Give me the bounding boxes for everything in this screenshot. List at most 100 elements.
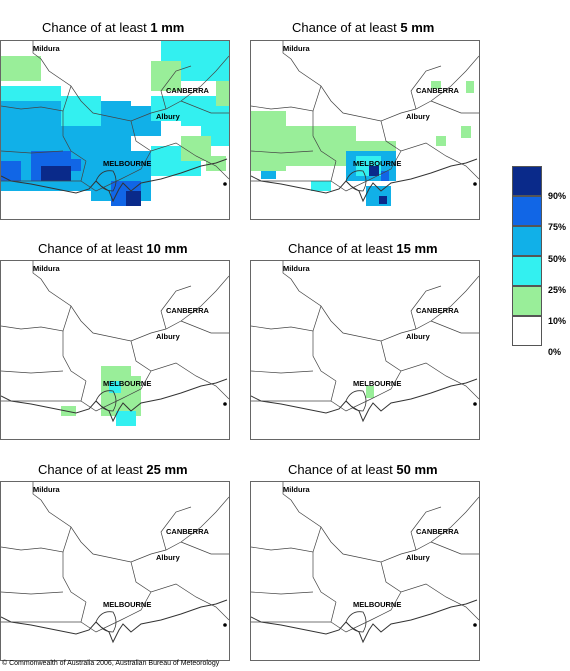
albury-label: Albury	[406, 553, 431, 562]
district-boundary	[282, 41, 479, 122]
map-50mm: Mildura CANBERRA Albury MELBOURNE	[250, 481, 480, 661]
map-15mm: Mildura CANBERRA Albury MELBOURNE	[250, 260, 480, 440]
rainfall-cell	[466, 81, 474, 93]
panel-title-1mm: Chance of at least 1 mm	[42, 20, 185, 35]
rainfall-cell	[126, 191, 141, 206]
district-boundary	[1, 305, 72, 332]
legend-label-50: 50%	[548, 254, 567, 264]
rainfall-cell	[251, 111, 286, 171]
district-boundary	[312, 552, 337, 603]
rainfall-cell	[436, 136, 446, 146]
rainfall-cell	[369, 166, 379, 176]
albury-label: Albury	[406, 332, 431, 341]
district-boundary	[380, 561, 479, 621]
rainfall-cell	[109, 381, 121, 393]
legend-swatch-10-25	[512, 286, 542, 316]
mildura-label: Mildura	[33, 485, 60, 494]
district-boundary	[312, 111, 337, 162]
district-boundary	[160, 285, 192, 330]
melbourne-label: MELBOURNE	[353, 159, 401, 168]
district-boundary	[251, 85, 322, 112]
district-boundary	[130, 561, 229, 621]
rainfall-cell	[461, 126, 471, 138]
panel-title-10mm: Chance of at least 10 mm	[38, 241, 188, 256]
legend-label-25: 25%	[548, 285, 567, 295]
albury-label: Albury	[156, 553, 181, 562]
canberra-label: CANBERRA	[416, 86, 460, 95]
coastline	[1, 378, 228, 423]
rainfall-cell	[116, 411, 136, 426]
district-boundary	[330, 370, 402, 412]
district-boundary	[410, 285, 442, 330]
panel-title-50mm: Chance of at least 50 mm	[288, 462, 438, 477]
mildura-label: Mildura	[283, 485, 310, 494]
victoria-map-svg: Mildura CANBERRA Albury MELBOURNE	[1, 261, 229, 426]
map-1mm: Mildura CANBERRA Albury MELBOURNE	[0, 40, 230, 220]
legend-swatch-50-75	[512, 226, 542, 256]
victoria-map-svg: Mildura CANBERRA Albury MELBOURNE	[251, 482, 479, 644]
district-boundary	[330, 591, 402, 633]
coast-point-marker	[223, 182, 227, 186]
district-boundary	[62, 552, 87, 603]
district-boundary	[80, 370, 152, 412]
district-boundary	[180, 320, 229, 334]
coastline	[251, 378, 478, 423]
district-boundary	[312, 331, 337, 382]
rainfall-cell	[261, 171, 276, 179]
district-boundary	[32, 41, 229, 122]
rainfall-cell	[1, 161, 21, 181]
district-boundary	[1, 591, 64, 595]
district-boundary	[80, 591, 152, 633]
melbourne-label: MELBOURNE	[353, 379, 401, 388]
district-boundary	[251, 591, 314, 595]
rainfall-cell	[286, 126, 356, 166]
victoria-map-svg: Mildura CANBERRA Albury MELBOURNE	[1, 482, 229, 644]
melbourne-label: MELBOURNE	[103, 379, 151, 388]
albury-label: Albury	[156, 332, 181, 341]
coastline	[1, 158, 228, 203]
albury-label: Albury	[406, 112, 431, 121]
district-boundary	[180, 541, 229, 555]
coastline	[251, 158, 478, 203]
legend-label-0: 0%	[548, 347, 562, 357]
port-phillip-bay	[345, 170, 367, 192]
coast-point-marker	[473, 623, 477, 627]
legend-label-90: 90%	[548, 191, 567, 201]
rainfall-cell	[41, 166, 71, 181]
legend-label-75: 75%	[548, 222, 567, 232]
district-boundary	[1, 526, 72, 553]
district-boundary	[62, 111, 87, 162]
canberra-label: CANBERRA	[166, 86, 210, 95]
district-boundary	[380, 340, 479, 400]
port-phillip-bay	[95, 170, 117, 192]
mildura-label: Mildura	[33, 264, 60, 273]
coast-point-marker	[223, 623, 227, 627]
district-boundary	[1, 150, 64, 154]
district-boundary	[430, 320, 479, 334]
port-phillip-bay	[95, 611, 117, 633]
district-boundary	[1, 370, 64, 374]
district-boundary	[410, 65, 442, 110]
port-phillip-bay	[95, 390, 117, 412]
district-boundary	[32, 482, 229, 563]
district-boundary	[251, 370, 314, 374]
mildura-label: Mildura	[33, 44, 60, 53]
legend-swatch-75-90	[512, 196, 542, 226]
rainfall-cell	[366, 386, 374, 398]
district-boundary	[251, 305, 322, 332]
rainfall-cell	[1, 56, 41, 81]
district-boundary	[80, 150, 152, 192]
mildura-label: Mildura	[283, 44, 310, 53]
melbourne-label: MELBOURNE	[103, 600, 151, 609]
canberra-label: CANBERRA	[166, 306, 210, 315]
district-boundary	[380, 120, 479, 180]
port-phillip-bay	[345, 390, 367, 412]
mildura-label: Mildura	[283, 264, 310, 273]
district-boundary	[430, 100, 479, 114]
canberra-label: CANBERRA	[416, 527, 460, 536]
victoria-map-svg: Mildura CANBERRA Albury MELBOURNE	[251, 261, 479, 423]
legend-label-10: 10%	[548, 316, 567, 326]
district-boundary	[130, 340, 229, 400]
rainfall-cell	[431, 81, 441, 89]
canberra-label: CANBERRA	[416, 306, 460, 315]
